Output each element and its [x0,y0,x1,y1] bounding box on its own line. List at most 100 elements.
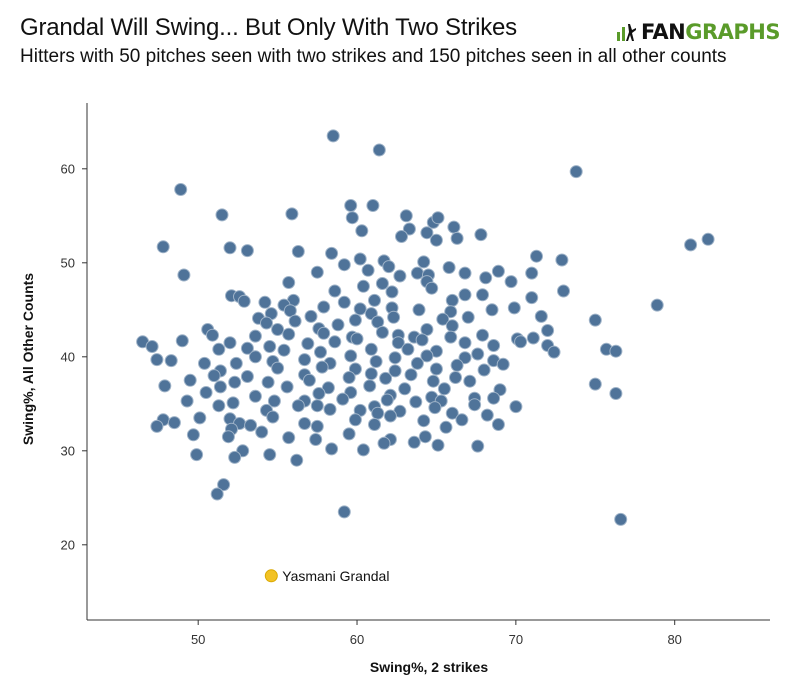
data-point[interactable] [588,377,602,391]
data-point[interactable] [458,336,472,350]
data-point[interactable] [388,364,402,378]
data-point[interactable] [534,309,548,323]
data-point[interactable] [458,351,472,365]
data-point[interactable] [223,336,237,350]
data-point[interactable] [393,269,407,283]
data-point[interactable] [310,265,324,279]
data-point[interactable] [569,165,583,179]
data-point[interactable] [364,367,378,381]
data-point[interactable] [487,339,501,352]
data-point[interactable] [426,374,440,388]
data-point[interactable] [588,313,602,327]
data-point[interactable] [210,487,224,501]
data-point[interactable] [244,418,258,432]
data-point[interactable] [323,402,337,416]
data-point[interactable] [445,293,459,307]
data-point[interactable] [348,413,362,427]
data-point[interactable] [310,419,324,433]
data-point[interactable] [463,374,477,388]
data-point[interactable] [180,394,194,408]
data-point[interactable] [455,413,469,427]
data-point[interactable] [199,386,213,399]
data-point[interactable] [380,393,394,407]
data-point[interactable] [310,399,324,413]
data-point[interactable] [383,409,397,423]
data-point[interactable] [442,261,456,274]
data-point[interactable] [212,342,226,356]
data-point[interactable] [312,387,326,400]
data-point[interactable] [684,238,698,252]
data-point[interactable] [382,260,396,274]
data-point[interactable] [379,371,393,385]
data-point[interactable] [398,382,412,396]
data-point[interactable] [468,398,482,412]
data-point[interactable] [258,295,272,309]
data-point[interactable] [458,266,472,280]
data-point[interactable] [363,379,377,393]
data-point[interactable] [325,442,339,456]
data-point[interactable] [409,395,423,409]
data-point[interactable] [353,252,367,266]
data-point[interactable] [388,351,402,365]
data-point[interactable] [476,288,489,302]
data-point[interactable] [282,276,296,289]
data-point[interactable] [417,414,431,428]
data-point[interactable] [480,408,494,422]
data-point[interactable] [302,373,316,387]
data-point[interactable] [342,427,356,441]
fangraphs-logo[interactable]: FANGRAPHS [616,20,780,44]
data-point[interactable] [476,328,489,342]
data-point[interactable] [555,253,569,267]
highlight-point[interactable] [264,569,278,583]
data-point[interactable] [525,266,539,280]
data-point[interactable] [291,399,305,413]
data-point[interactable] [407,435,421,449]
data-point[interactable] [557,284,570,298]
data-point[interactable] [240,370,254,383]
data-point[interactable] [474,228,488,242]
data-point[interactable] [317,326,331,340]
data-point[interactable] [288,314,302,328]
data-point[interactable] [337,505,351,519]
data-point[interactable] [420,349,434,363]
data-point[interactable] [377,436,391,450]
data-point[interactable] [207,369,221,383]
data-point[interactable] [267,394,281,408]
data-point[interactable] [248,389,262,403]
data-point[interactable] [504,275,518,289]
data-point[interactable] [240,244,254,258]
data-point[interactable] [280,380,294,394]
data-point[interactable] [226,396,240,410]
data-point[interactable] [401,342,415,356]
data-point[interactable] [337,258,351,272]
data-point[interactable] [429,233,443,247]
data-point[interactable] [283,304,297,318]
data-point[interactable] [215,208,229,222]
data-point[interactable] [167,416,181,430]
data-point[interactable] [314,345,327,359]
data-point[interactable] [364,342,378,356]
data-point[interactable] [150,353,164,367]
data-point[interactable] [156,240,170,254]
data-point[interactable] [404,368,418,382]
data-point[interactable] [315,360,329,374]
data-point[interactable] [328,284,342,298]
data-point[interactable] [491,418,505,431]
data-point[interactable] [186,428,200,442]
data-point[interactable] [177,268,191,282]
data-point[interactable] [212,399,226,413]
data-point[interactable] [263,340,277,353]
data-point[interactable] [507,301,521,315]
data-point[interactable] [175,334,189,348]
data-point[interactable] [348,313,362,327]
data-point[interactable] [461,310,475,324]
data-point[interactable] [271,361,285,375]
data-point[interactable] [450,358,464,372]
data-point[interactable] [444,305,458,319]
data-point[interactable] [328,335,342,349]
data-point[interactable] [356,443,370,457]
data-point[interactable] [387,310,401,324]
data-point[interactable] [445,319,459,333]
data-point[interactable] [337,295,351,309]
data-point[interactable] [496,357,510,371]
